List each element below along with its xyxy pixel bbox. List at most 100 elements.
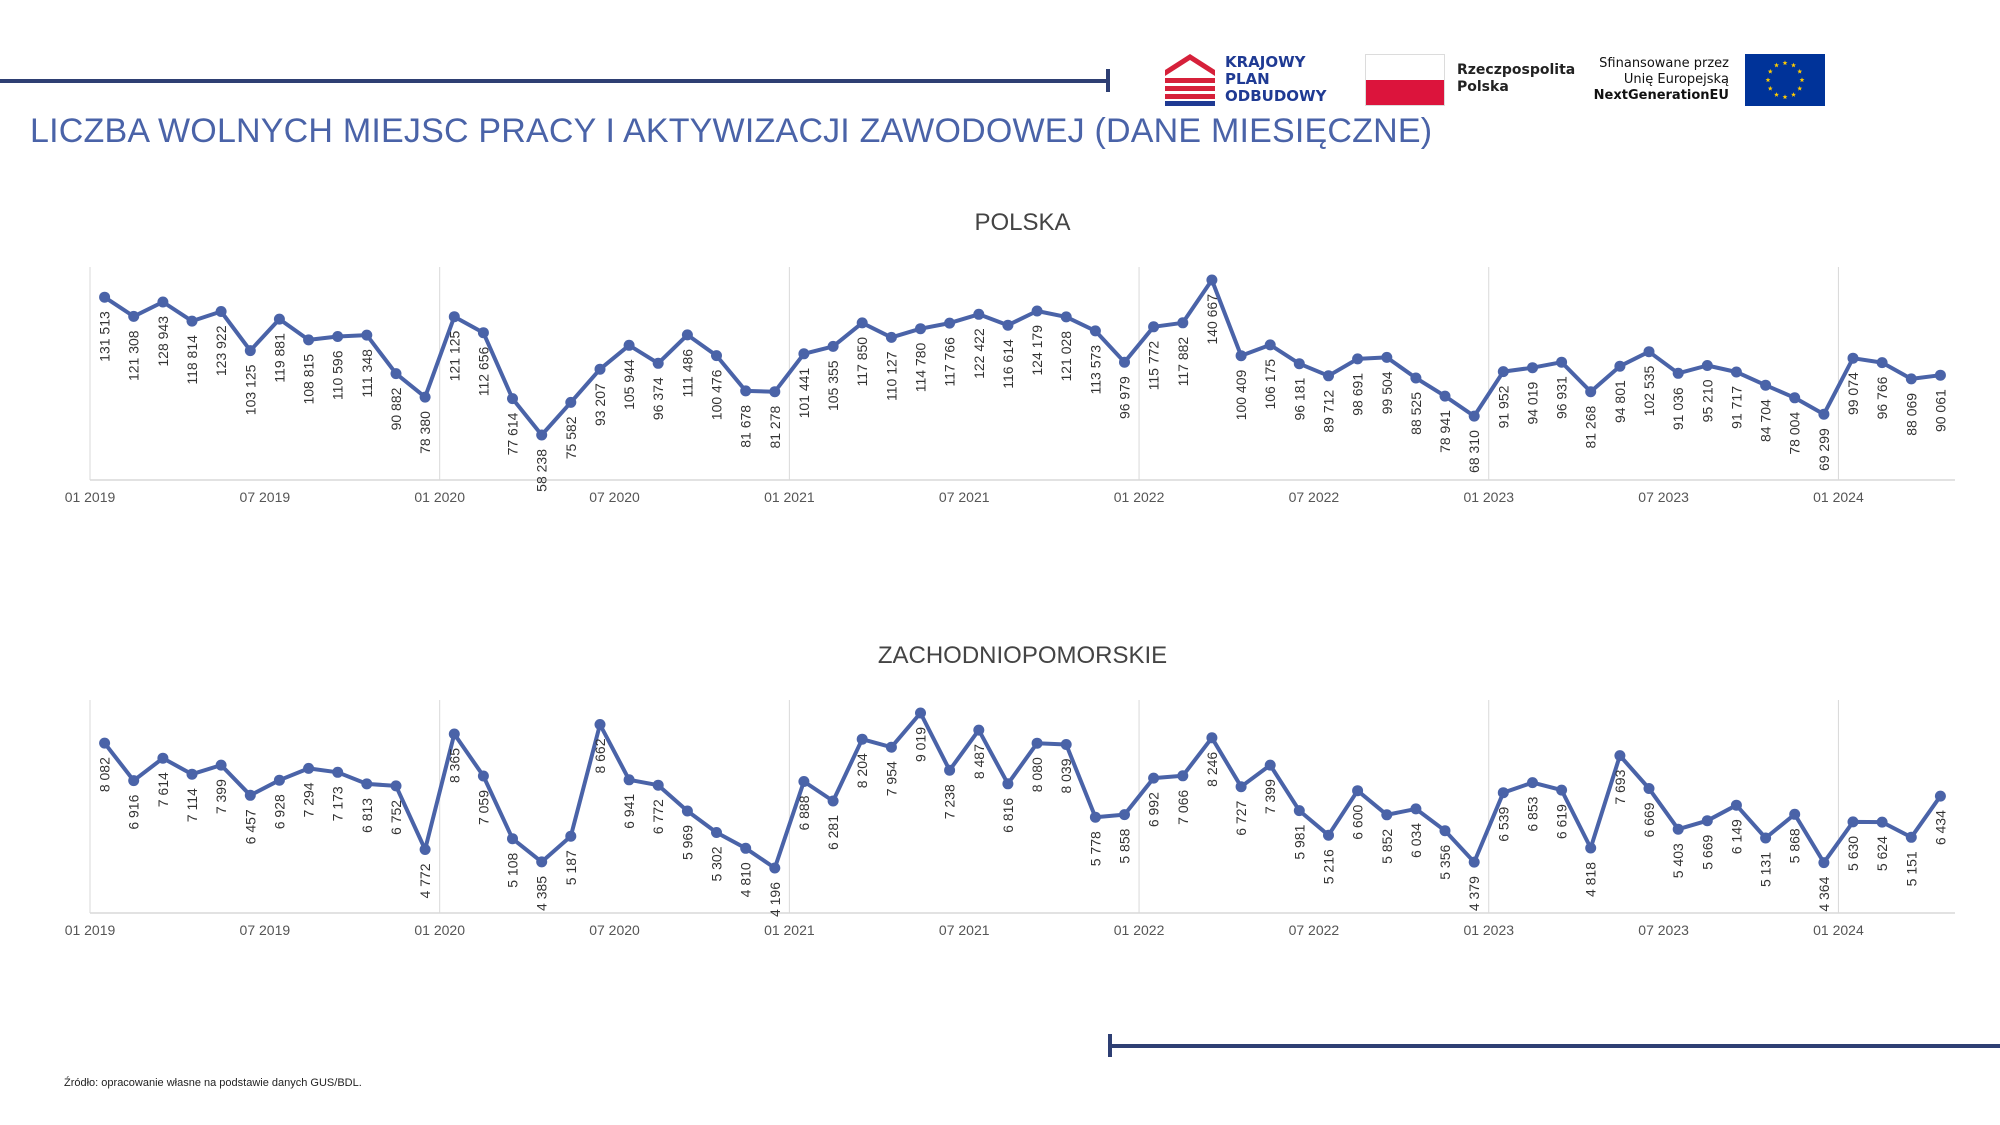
data-point bbox=[1264, 759, 1276, 771]
bottom-rule bbox=[1110, 1044, 2000, 1048]
data-label: 113 573 bbox=[1087, 345, 1103, 395]
data-label: 128 943 bbox=[155, 316, 171, 367]
data-point bbox=[1002, 319, 1014, 331]
data-point bbox=[1585, 386, 1597, 398]
data-label: 6 539 bbox=[1495, 806, 1511, 841]
data-label: 6 941 bbox=[621, 794, 637, 829]
data-label: 9 019 bbox=[913, 727, 929, 762]
data-label: 6 772 bbox=[650, 799, 666, 834]
data-point bbox=[827, 795, 839, 807]
data-label: 6 669 bbox=[1641, 802, 1657, 837]
data-label: 88 525 bbox=[1408, 392, 1424, 435]
data-label: 4 196 bbox=[767, 882, 783, 917]
data-label: 7 294 bbox=[301, 782, 317, 817]
data-label: 122 422 bbox=[971, 328, 987, 379]
data-label: 77 614 bbox=[505, 412, 521, 455]
data-point bbox=[215, 759, 227, 771]
data-label: 81 268 bbox=[1583, 405, 1599, 448]
data-label: 121 028 bbox=[1058, 331, 1074, 382]
eu-star-icon bbox=[1767, 85, 1773, 91]
data-point bbox=[1089, 811, 1101, 823]
data-point bbox=[1905, 831, 1917, 843]
data-point bbox=[390, 780, 402, 792]
data-label: 8 487 bbox=[971, 744, 987, 779]
data-label: 6 727 bbox=[1233, 800, 1249, 835]
data-point bbox=[1352, 353, 1364, 365]
data-label: 6 916 bbox=[126, 794, 142, 829]
data-point bbox=[157, 296, 169, 308]
data-label: 117 882 bbox=[1175, 337, 1191, 387]
data-point bbox=[303, 762, 315, 774]
data-point bbox=[1235, 781, 1247, 793]
data-label: 5 852 bbox=[1379, 829, 1395, 864]
data-point bbox=[1818, 408, 1830, 420]
data-point bbox=[827, 340, 839, 352]
data-point bbox=[652, 779, 664, 791]
data-label: 117 850 bbox=[854, 337, 870, 387]
data-label: 5 216 bbox=[1321, 849, 1337, 884]
x-tick-label: 01 2019 bbox=[65, 922, 116, 938]
eu-star-icon bbox=[1791, 92, 1796, 97]
kpo-logo: KRAJOWY PLAN ODBUDOWY bbox=[1165, 54, 1335, 106]
data-point bbox=[1119, 809, 1130, 821]
data-label: 6 992 bbox=[1146, 792, 1162, 827]
data-point bbox=[711, 350, 722, 362]
data-label: 94 801 bbox=[1612, 380, 1628, 423]
data-label: 7 954 bbox=[883, 761, 899, 796]
data-point bbox=[1177, 770, 1189, 782]
data-point bbox=[1439, 825, 1451, 837]
x-tick-label: 07 2020 bbox=[589, 922, 640, 938]
data-point bbox=[1905, 373, 1917, 385]
data-point bbox=[99, 291, 111, 303]
data-point bbox=[273, 774, 285, 786]
chart-title: ZACHODNIOPOMORSKIE bbox=[878, 642, 1167, 669]
data-label: 8 204 bbox=[854, 753, 870, 788]
page-title: LICZBA WOLNYCH MIEJSC PRACY I AKTYWIZACJ… bbox=[30, 112, 1433, 150]
data-point bbox=[1148, 321, 1160, 333]
data-label: 110 596 bbox=[330, 350, 346, 400]
source-note: Źródło: opracowanie własne na podstawie … bbox=[64, 1077, 362, 1089]
data-label: 100 476 bbox=[709, 369, 725, 420]
data-point bbox=[448, 311, 460, 323]
data-label: 94 019 bbox=[1525, 381, 1541, 424]
top-rule bbox=[0, 79, 1110, 83]
data-point bbox=[1934, 790, 1946, 802]
data-point bbox=[973, 724, 985, 736]
data-label: 108 815 bbox=[301, 354, 317, 405]
data-point bbox=[681, 805, 693, 817]
data-point bbox=[1672, 367, 1684, 379]
data-label: 5 868 bbox=[1787, 828, 1803, 863]
eu-star-icon bbox=[1767, 68, 1773, 74]
data-label: 114 780 bbox=[913, 342, 929, 392]
x-tick-label: 07 2022 bbox=[1289, 922, 1340, 938]
data-label: 7 238 bbox=[942, 784, 958, 819]
data-label: 115 772 bbox=[1146, 341, 1162, 391]
data-point bbox=[1527, 362, 1538, 374]
data-label: 111 486 bbox=[679, 349, 695, 398]
data-label: 68 310 bbox=[1466, 430, 1482, 473]
data-point bbox=[769, 386, 781, 398]
data-point bbox=[885, 741, 897, 753]
data-point bbox=[1876, 816, 1888, 828]
data-point bbox=[885, 331, 897, 343]
data-point bbox=[1789, 808, 1801, 820]
data-label: 6 928 bbox=[271, 794, 287, 829]
data-point bbox=[1264, 339, 1276, 351]
data-point bbox=[623, 339, 635, 351]
x-tick-label: 01 2023 bbox=[1463, 489, 1514, 505]
data-label: 96 979 bbox=[1117, 376, 1133, 419]
data-label: 116 614 bbox=[1000, 339, 1016, 389]
polish-flag-icon bbox=[1365, 54, 1445, 106]
data-label: 7 693 bbox=[1612, 769, 1628, 804]
data-point bbox=[1556, 356, 1568, 368]
data-point bbox=[128, 775, 140, 787]
data-label: 111 348 bbox=[359, 349, 375, 398]
data-label: 8 082 bbox=[97, 757, 113, 792]
data-point bbox=[99, 737, 111, 749]
data-point bbox=[1527, 777, 1538, 789]
data-label: 58 238 bbox=[534, 449, 550, 492]
data-point bbox=[1585, 842, 1597, 854]
data-label: 101 441 bbox=[796, 368, 812, 419]
x-tick-label: 01 2024 bbox=[1813, 489, 1864, 505]
data-label: 5 630 bbox=[1845, 836, 1861, 871]
